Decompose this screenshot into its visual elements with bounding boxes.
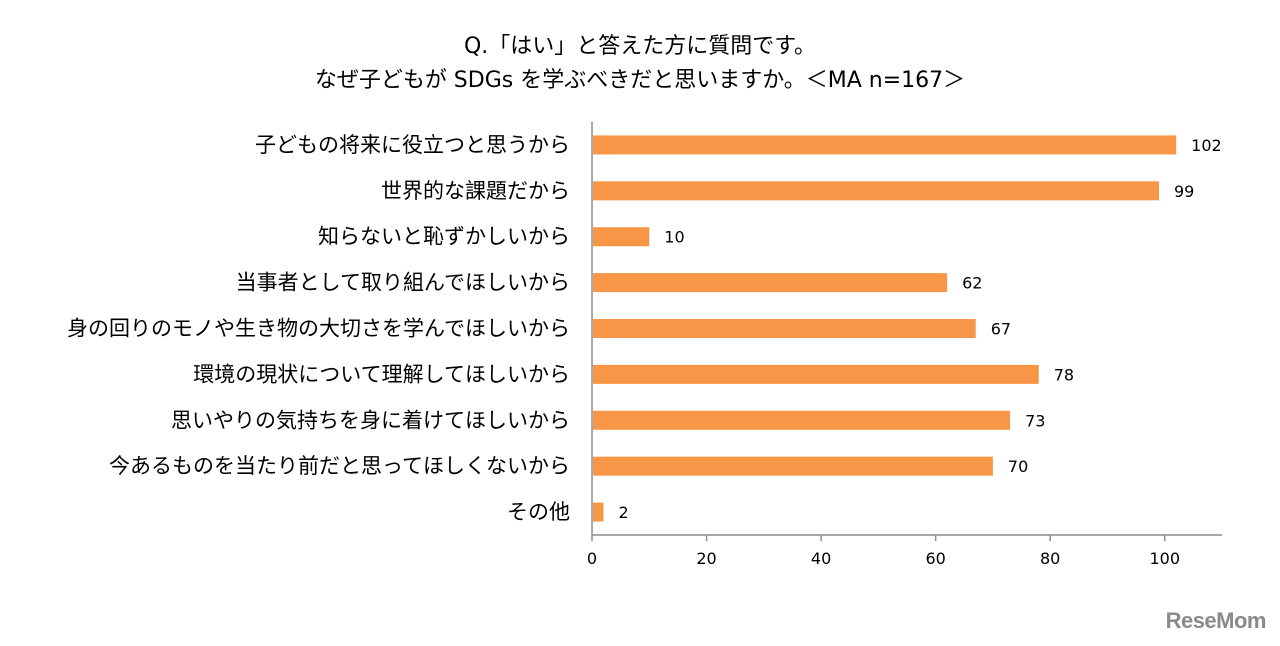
chart-subtitle: なぜ子どもが SDGs を学ぶべきだと思いますか。＜MA n=167＞ xyxy=(314,68,966,93)
data-label: 62 xyxy=(962,274,982,293)
chart-title: Q.「はい」と答えた方に質問です。 xyxy=(463,34,817,59)
category-label: 世界的な課題だから xyxy=(381,179,570,203)
category-label: その他 xyxy=(507,500,570,524)
x-tick-label: 20 xyxy=(696,549,716,568)
data-label: 10 xyxy=(664,228,684,247)
category-label: 今あるものを当たり前だと思ってほしくないから xyxy=(109,454,570,478)
category-label: 当事者として取り組んでほしいから xyxy=(236,271,570,295)
data-label: 78 xyxy=(1054,365,1074,384)
bar xyxy=(593,273,948,293)
data-label: 102 xyxy=(1191,136,1222,155)
bar xyxy=(593,319,976,338)
chart-title-block: Q.「はい」と答えた方に質問です。 なぜ子どもが SDGs を学ぶべきだと思いま… xyxy=(0,30,1280,98)
data-label: 99 xyxy=(1174,182,1194,201)
category-label: 子どもの将来に役立つと思うから xyxy=(255,133,570,157)
x-tick-label: 60 xyxy=(925,549,945,568)
bar xyxy=(593,410,1011,430)
data-label: 2 xyxy=(618,503,628,522)
bar xyxy=(593,456,993,476)
x-tick-label: 40 xyxy=(811,549,831,568)
bar xyxy=(593,181,1159,201)
category-label: 環境の現状について理解してほしいから xyxy=(193,362,570,386)
data-label: 73 xyxy=(1025,411,1045,430)
category-label: 思いやりの気持ちを身に着けてほしいから xyxy=(171,408,570,432)
category-label: 身の回りのモノや生き物の大切さを学んでほしいから xyxy=(67,317,570,341)
x-tick-label: 0 xyxy=(587,549,597,568)
bar xyxy=(593,135,1177,155)
category-label: 知らないと恥ずかしいから xyxy=(318,225,570,249)
bar xyxy=(593,227,650,247)
data-label: 70 xyxy=(1008,457,1028,476)
bar xyxy=(593,502,604,522)
data-label: 67 xyxy=(991,320,1011,339)
x-tick-label: 100 xyxy=(1149,549,1180,568)
resemom-logo: ReseMom xyxy=(1165,608,1267,633)
x-tick-label: 80 xyxy=(1040,549,1060,568)
bar xyxy=(593,364,1039,384)
